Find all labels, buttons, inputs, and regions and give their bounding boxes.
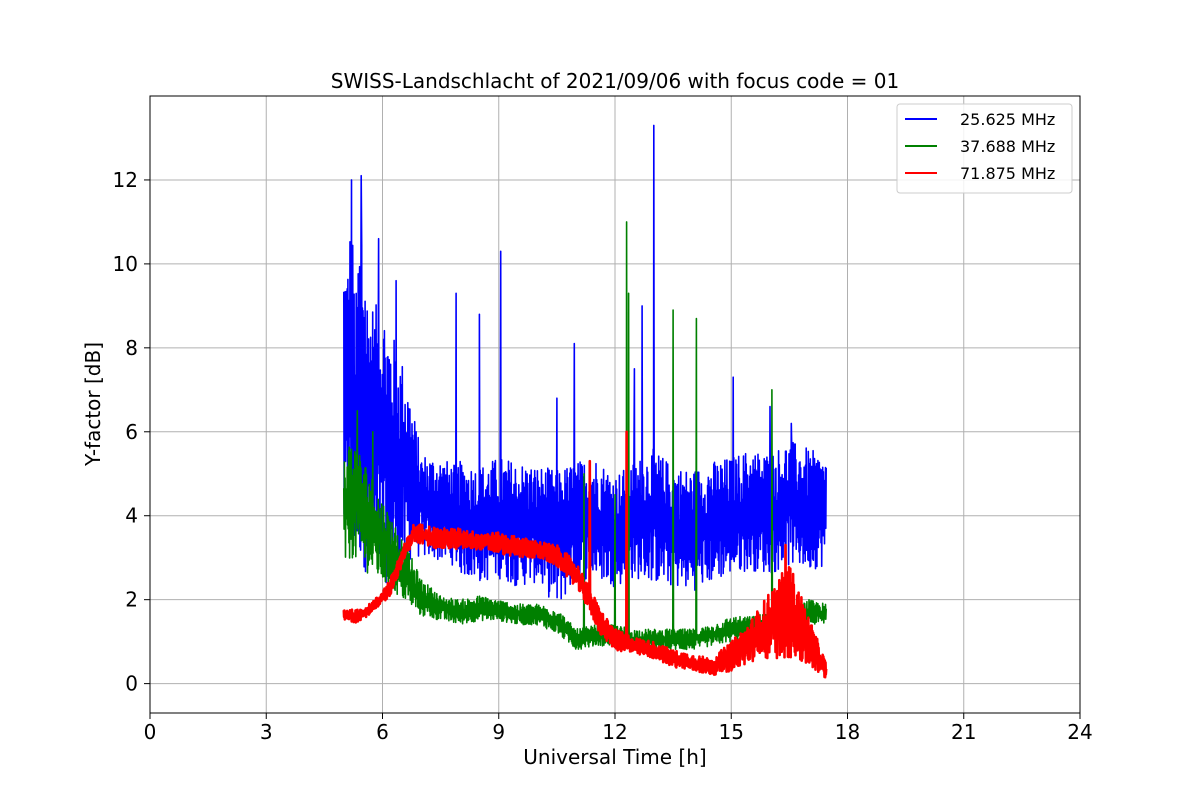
series-line-3 xyxy=(342,430,828,679)
y-tick-label: 8 xyxy=(125,336,138,360)
legend: 25.625 MHz 37.688 MHz 71.875 MHz xyxy=(896,103,1073,194)
x-tick-label: 24 xyxy=(1067,720,1092,744)
y-axis-label: Y-factor [dB] xyxy=(81,342,105,467)
y-tick-label: 4 xyxy=(125,504,138,528)
legend-box xyxy=(896,103,1073,194)
legend-label: 37.688 MHz xyxy=(960,137,1055,156)
y-tick-label: 10 xyxy=(113,252,138,276)
legend-label: 25.625 MHz xyxy=(960,110,1055,129)
series-layer xyxy=(342,124,828,679)
x-tick-label: 12 xyxy=(602,720,627,744)
series-line-1 xyxy=(343,124,827,600)
y-tick-label: 12 xyxy=(113,168,138,192)
series-line-2 xyxy=(343,221,827,651)
x-tick-label: 15 xyxy=(719,720,744,744)
x-axis: 0 3 6 9 12 15 18 21 24 xyxy=(144,713,1093,744)
x-tick-label: 6 xyxy=(376,720,389,744)
y-tick-label: 6 xyxy=(125,420,138,444)
x-tick-label: 0 xyxy=(144,720,157,744)
x-tick-label: 3 xyxy=(260,720,273,744)
x-axis-label: Universal Time [h] xyxy=(523,745,706,769)
y-tick-label: 2 xyxy=(125,588,138,612)
y-tick-label: 0 xyxy=(125,672,138,696)
legend-label: 71.875 MHz xyxy=(960,164,1055,183)
grid xyxy=(149,96,1081,713)
x-tick-label: 21 xyxy=(951,720,976,744)
y-axis: 0 2 4 6 8 10 12 xyxy=(113,168,150,696)
x-tick-label: 9 xyxy=(492,720,505,744)
x-tick-label: 18 xyxy=(835,720,860,744)
chart-title: SWISS-Landschlacht of 2021/09/06 with fo… xyxy=(331,69,899,93)
